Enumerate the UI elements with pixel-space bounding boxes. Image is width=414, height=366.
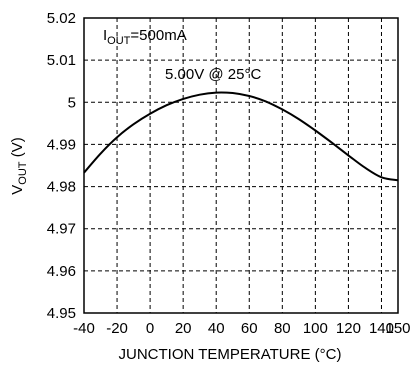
- x-tick-label: 140: [369, 320, 394, 337]
- y-tick-label: 4.97: [47, 221, 76, 238]
- y-tick-label: 4.95: [47, 305, 76, 322]
- y-tick-label: 5: [68, 94, 76, 111]
- condition-annotation: IOUT=500mA: [103, 27, 187, 47]
- y-tick-label: 4.98: [47, 179, 76, 196]
- x-tick-label: 80: [274, 320, 291, 337]
- x-tick-label: 120: [336, 320, 361, 337]
- x-tick-label: 150: [385, 320, 410, 337]
- x-tick-label: 0: [146, 320, 154, 337]
- plot-frame: [83, 17, 399, 314]
- data-layer: [83, 91, 399, 182]
- y-tick-label: 5.02: [47, 10, 76, 27]
- y-axis-label: VOUT (V): [9, 137, 29, 194]
- x-tick-label: 20: [175, 320, 192, 337]
- x-tick-label: 60: [241, 320, 258, 337]
- reference-annotation: 5.00V @ 25°C: [165, 66, 261, 83]
- y-tick-label: 4.96: [47, 263, 76, 280]
- series-line-vout: [83, 91, 399, 182]
- x-tick-label: -20: [106, 320, 128, 337]
- y-tick-label: 5.01: [47, 52, 76, 69]
- x-tick-label: -40: [73, 320, 95, 337]
- y-tick-label: 4.99: [47, 136, 76, 153]
- x-tick-label: 40: [208, 320, 225, 337]
- x-tick-label: 100: [303, 320, 328, 337]
- x-axis-label: JUNCTION TEMPERATURE (°C): [119, 346, 342, 363]
- grid: [84, 18, 398, 313]
